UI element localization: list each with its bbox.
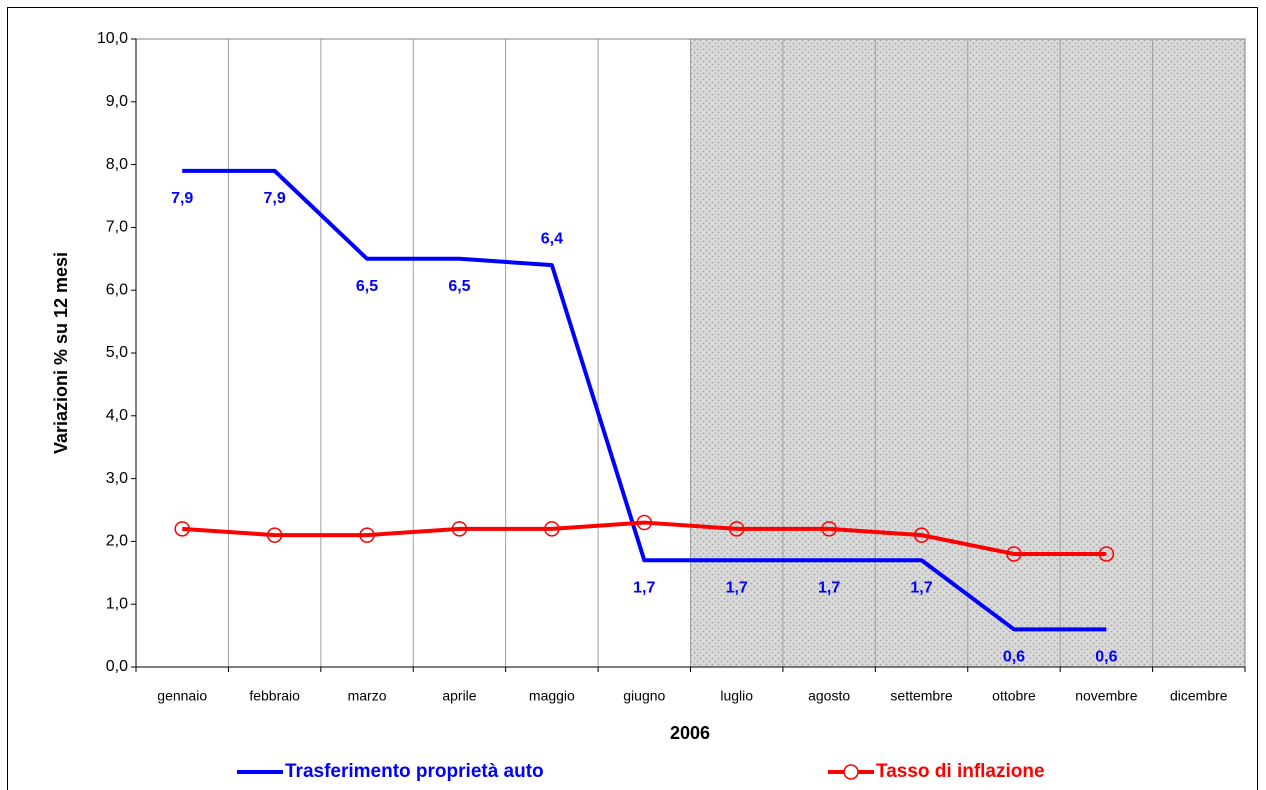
x-tick-label: febbraio bbox=[249, 688, 300, 704]
y-tick-label: 1,0 bbox=[106, 595, 128, 612]
x-tick-label: novembre bbox=[1075, 688, 1137, 704]
x-tick-label: giugno bbox=[623, 688, 665, 704]
x-tick-label: marzo bbox=[348, 688, 387, 704]
legend-label: Tasso di inflazione bbox=[876, 761, 1045, 782]
value-label: 1,7 bbox=[726, 579, 748, 596]
x-axis-title: 2006 bbox=[670, 723, 710, 743]
value-label: 0,6 bbox=[1095, 649, 1117, 666]
y-tick-label: 10,0 bbox=[97, 30, 128, 47]
x-tick-label: ottobre bbox=[992, 688, 1036, 704]
value-label: 6,5 bbox=[356, 278, 378, 295]
x-tick-label: maggio bbox=[529, 688, 575, 704]
y-tick-label: 3,0 bbox=[106, 470, 128, 487]
y-tick-label: 9,0 bbox=[106, 93, 128, 110]
series-marker bbox=[266, 527, 283, 543]
y-tick-label: 2,0 bbox=[106, 533, 128, 550]
series-marker bbox=[1098, 546, 1115, 562]
y-tick-label: 4,0 bbox=[106, 407, 128, 424]
x-tick-label: agosto bbox=[808, 688, 850, 704]
legend-marker bbox=[843, 764, 859, 780]
series-marker bbox=[1006, 546, 1022, 562]
value-label: 6,5 bbox=[448, 278, 470, 295]
y-tick-label: 5,0 bbox=[106, 344, 128, 361]
x-tick-label: dicembre bbox=[1170, 688, 1228, 704]
x-tick-label: gennaio bbox=[157, 688, 207, 704]
series-marker bbox=[359, 527, 375, 543]
series-marker bbox=[913, 527, 930, 543]
series-marker bbox=[821, 521, 837, 537]
y-tick-label: 8,0 bbox=[106, 156, 128, 173]
series-marker bbox=[728, 521, 745, 537]
value-label: 7,9 bbox=[264, 190, 286, 207]
value-label: 1,7 bbox=[818, 579, 840, 596]
y-tick-label: 0,0 bbox=[106, 658, 128, 675]
legend-label: Trasferimento proprietà auto bbox=[285, 761, 544, 782]
y-tick-label: 6,0 bbox=[106, 281, 128, 298]
series-marker bbox=[174, 521, 190, 537]
x-tick-label: settembre bbox=[890, 688, 952, 704]
series-marker bbox=[544, 521, 560, 537]
value-label: 6,4 bbox=[541, 230, 563, 247]
value-label: 1,7 bbox=[910, 579, 932, 596]
value-label: 1,7 bbox=[633, 579, 655, 596]
series-marker bbox=[636, 514, 653, 531]
value-label: 7,9 bbox=[171, 190, 193, 207]
y-tick-label: 7,0 bbox=[106, 219, 128, 236]
value-label: 0,6 bbox=[1003, 649, 1025, 666]
series-line bbox=[182, 168, 1107, 632]
x-tick-label: aprile bbox=[442, 688, 476, 704]
series-line bbox=[182, 520, 1107, 556]
series-marker bbox=[451, 521, 468, 537]
y-axis-title: Variazioni % su 12 mesi bbox=[51, 252, 71, 454]
x-tick-label: luglio bbox=[720, 688, 753, 704]
